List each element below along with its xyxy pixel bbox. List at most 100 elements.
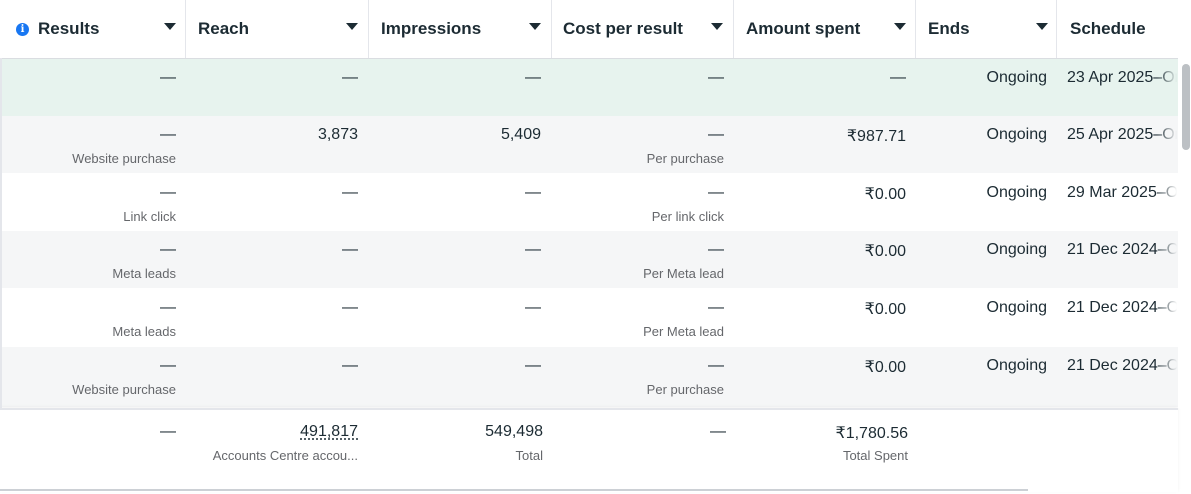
col-header-schedule[interactable]: Schedule <box>1070 0 1178 58</box>
horizontal-scrollbar[interactable] <box>0 489 1028 491</box>
col-header-ends[interactable]: Ends <box>928 0 1056 58</box>
cell-reach: 3,873 <box>186 116 368 173</box>
cell-impressions: 5,409 <box>368 116 551 173</box>
info-icon[interactable]: i <box>16 22 29 36</box>
col-header-cost-per-result[interactable]: Cost per result <box>563 0 733 58</box>
cell-ends: Ongoing <box>916 174 1057 231</box>
table-row[interactable]: — Meta leads — — — Per Meta lead ₹0.00 O… <box>0 289 1178 346</box>
column-divider[interactable] <box>185 0 186 58</box>
results-value: — <box>160 69 176 86</box>
cell-impressions: — <box>368 59 551 116</box>
column-divider[interactable] <box>368 0 369 58</box>
cell-schedule: 21 Dec 2024–Ongoing <box>1057 231 1178 288</box>
results-type: Website purchase <box>72 151 176 166</box>
col-header-amount-spent[interactable]: Amount spent <box>746 0 916 58</box>
table-left-border <box>0 58 2 408</box>
amount-value: ₹0.00 <box>864 359 906 376</box>
reach-value: — <box>342 69 358 86</box>
cell-ends: Ongoing <box>916 347 1057 404</box>
results-value: — <box>160 241 176 258</box>
cell-impressions: — <box>368 289 551 346</box>
cell-reach: — <box>186 347 368 404</box>
total-cost-value: — <box>710 423 726 440</box>
caret-down-icon[interactable] <box>529 23 541 30</box>
reach-value: 3,873 <box>317 126 358 143</box>
impressions-value: — <box>525 357 541 374</box>
caret-down-icon[interactable] <box>1036 23 1048 30</box>
col-header-results[interactable]: i Results <box>16 0 186 58</box>
cell-reach: — <box>186 59 368 116</box>
cost-value: — <box>708 184 724 201</box>
results-value: — <box>160 184 176 201</box>
ends-value: Ongoing <box>986 357 1048 374</box>
cell-impressions: — <box>368 174 551 231</box>
total-amount-note: Total Spent <box>842 448 908 463</box>
cell-amount: ₹987.71 <box>734 116 916 173</box>
cost-type: Per Meta lead <box>643 266 724 281</box>
table-row[interactable]: — — — — — Ongoing 23 Apr 2025–Ongoing <box>0 59 1178 116</box>
cost-value: — <box>708 241 724 258</box>
col-header-reach[interactable]: Reach <box>198 0 368 58</box>
total-cost: — <box>551 410 734 490</box>
cell-cost: — Per purchase <box>551 347 734 404</box>
ends-value: Ongoing <box>986 69 1048 86</box>
results-type: Meta leads <box>112 324 176 339</box>
reach-value: — <box>342 241 358 258</box>
table-row[interactable]: — Link click — — — Per link click ₹0.00 … <box>0 174 1178 231</box>
column-divider[interactable] <box>915 0 916 58</box>
total-reach-value[interactable]: 491,817 <box>300 423 358 440</box>
cell-schedule: 21 Dec 2024–Ongoing <box>1057 347 1178 404</box>
total-impressions: 549,498 Total <box>368 410 551 490</box>
total-impressions-value: 549,498 <box>485 423 543 440</box>
schedule-value: 21 Dec 2024–Ongoing <box>1067 241 1177 258</box>
col-header-label: Schedule <box>1070 19 1146 38</box>
cell-schedule: 29 Mar 2025–Ongoing <box>1057 174 1178 231</box>
cell-ends: Ongoing <box>916 116 1057 173</box>
cost-value: — <box>708 126 724 143</box>
table-row[interactable]: — Website purchase — — — Per purchase ₹0… <box>0 347 1178 407</box>
table-row[interactable]: — Meta leads — — — Per Meta lead ₹0.00 O… <box>0 231 1178 288</box>
col-header-label: Ends <box>928 19 970 38</box>
col-header-label: Reach <box>198 19 250 38</box>
cell-amount: ₹0.00 <box>734 289 916 346</box>
col-header-label: Impressions <box>381 19 482 38</box>
table-header: i Results Reach Impressions Cost per res… <box>0 0 1178 59</box>
table-row[interactable]: — Website purchase 3,873 5,409 — Per pur… <box>0 116 1178 173</box>
cell-results: — Website purchase <box>0 347 186 404</box>
column-divider[interactable] <box>733 0 734 58</box>
ends-value: Ongoing <box>986 299 1048 316</box>
reach-value: — <box>342 299 358 316</box>
column-divider[interactable] <box>551 0 552 58</box>
caret-down-icon[interactable] <box>894 23 906 30</box>
totals-row: — 491,817 Accounts Centre accou... 549,4… <box>0 408 1178 492</box>
amount-value: — <box>890 69 906 86</box>
results-type: Website purchase <box>72 382 176 397</box>
column-divider[interactable] <box>1056 0 1057 58</box>
cell-ends: Ongoing <box>916 231 1057 288</box>
caret-down-icon[interactable] <box>711 23 723 30</box>
total-impressions-note: Total <box>515 448 543 463</box>
ends-value: Ongoing <box>986 184 1048 201</box>
cell-results: — Link click <box>0 174 186 231</box>
vertical-scrollbar-thumb[interactable] <box>1182 64 1190 150</box>
cell-cost: — Per link click <box>551 174 734 231</box>
cell-impressions: — <box>368 231 551 288</box>
total-amount-value: ₹1,780.56 <box>835 425 908 442</box>
cell-results: — Website purchase <box>0 116 186 173</box>
cost-type: Per link click <box>651 209 724 224</box>
results-value: — <box>160 357 176 374</box>
caret-down-icon[interactable] <box>164 23 176 30</box>
schedule-value: 25 Apr 2025–Ongoing <box>1067 126 1177 143</box>
cell-results: — <box>0 59 186 116</box>
results-value: — <box>160 126 176 143</box>
cell-reach: — <box>186 231 368 288</box>
col-header-impressions[interactable]: Impressions <box>381 0 551 58</box>
results-type: Meta leads <box>112 266 176 281</box>
cell-results: — Meta leads <box>0 289 186 346</box>
total-reach: 491,817 Accounts Centre accou... <box>186 410 368 490</box>
cost-type: Per Meta lead <box>643 324 724 339</box>
amount-value: ₹0.00 <box>864 186 906 203</box>
caret-down-icon[interactable] <box>346 23 358 30</box>
cost-type: Per purchase <box>646 151 724 166</box>
